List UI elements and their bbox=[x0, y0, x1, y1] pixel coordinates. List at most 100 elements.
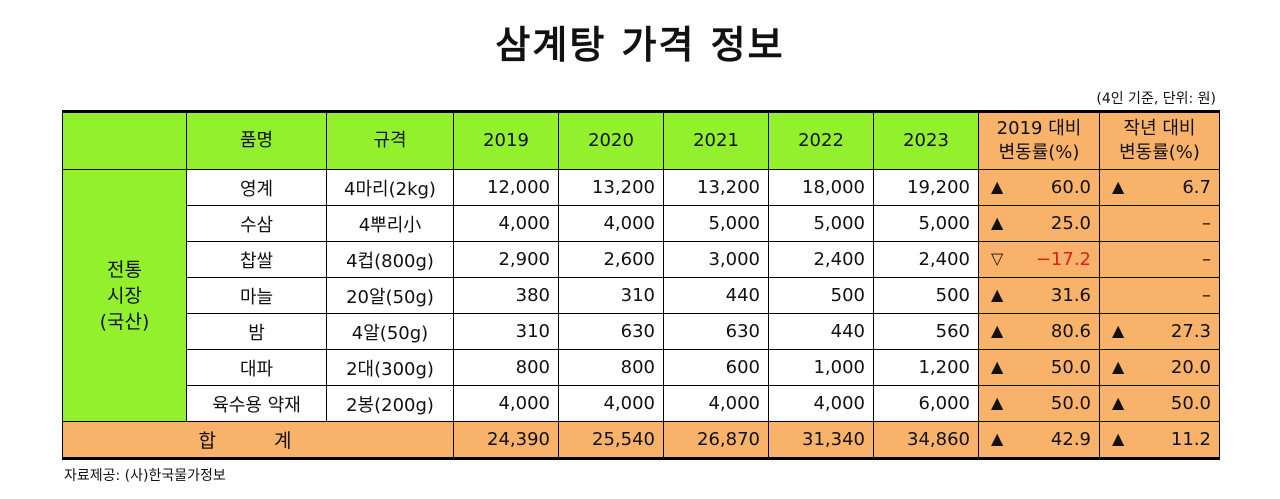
price-2023: 6,000 bbox=[873, 385, 979, 422]
change-vs-2019-value: −17.2 bbox=[1035, 249, 1091, 270]
change-vs-prev-year-cell: – bbox=[1099, 205, 1220, 242]
item-name: 대파 bbox=[186, 349, 327, 386]
up-triangle-icon: ▲ bbox=[991, 285, 1004, 304]
item-name: 찹쌀 bbox=[186, 241, 327, 278]
price-2020: 4,000 bbox=[558, 205, 664, 242]
change-vs-prev-year-value: – bbox=[1202, 285, 1211, 306]
header-change-vs-prev-line2: 변동률(%) bbox=[1119, 142, 1200, 163]
price-2021: 630 bbox=[663, 313, 769, 350]
price-2021: 440 bbox=[663, 277, 769, 314]
header-2019: 2019 bbox=[453, 111, 559, 170]
header-change-vs-2019-line2: 변동률(%) bbox=[998, 142, 1080, 163]
item-spec: 20알(50g) bbox=[326, 277, 454, 314]
item-spec: 2봉(200g) bbox=[326, 385, 454, 422]
change-vs-2019-value: 80.6 bbox=[1050, 321, 1091, 342]
total-row: 합 계 24,390 25,540 26,870 31,340 34,860 ▲ 42.9 ▲ 1… bbox=[62, 421, 1220, 459]
price-2020: 630 bbox=[558, 313, 664, 350]
header-change-vs-prev-line1: 작년 대비 bbox=[1123, 118, 1196, 139]
table-header-row: 품명 규격 2019 2020 2021 2022 2023 2019 대비 변… bbox=[62, 111, 1220, 170]
change-vs-prev-year-value: – bbox=[1202, 213, 1211, 234]
total-2022: 31,340 bbox=[768, 421, 874, 459]
price-2022: 5,000 bbox=[768, 205, 874, 242]
up-triangle-icon: ▲ bbox=[991, 429, 1004, 448]
price-2020: 310 bbox=[558, 277, 664, 314]
up-triangle-icon: ▲ bbox=[991, 321, 1004, 340]
price-2019: 2,900 bbox=[453, 241, 559, 278]
table-row: 밤 4알(50g) 310 630 630 440 560 ▲ 80.6 ▲ 27.3 bbox=[63, 313, 1220, 350]
header-item: 품명 bbox=[186, 111, 327, 170]
up-triangle-icon: ▲ bbox=[991, 213, 1004, 232]
unit-note: (4인 기준, 단위: 원) bbox=[1096, 91, 1216, 107]
total-label: 합 계 bbox=[62, 421, 454, 459]
header-change-vs-prev-year: 작년 대비 변동률(%) bbox=[1099, 111, 1220, 170]
price-2020: 4,000 bbox=[558, 385, 664, 422]
price-2020: 800 bbox=[558, 349, 664, 386]
change-vs-2019-value: 50.0 bbox=[1050, 357, 1091, 378]
price-2023: 19,200 bbox=[873, 169, 979, 206]
up-triangle-icon: ▲ bbox=[991, 357, 1004, 376]
header-2021: 2021 bbox=[663, 111, 769, 170]
up-triangle-icon: ▲ bbox=[1112, 357, 1125, 376]
up-triangle-icon: ▲ bbox=[1112, 321, 1125, 340]
price-2019: 12,000 bbox=[453, 169, 559, 206]
price-2022: 440 bbox=[768, 313, 874, 350]
category-line2: 시장 bbox=[107, 284, 142, 307]
item-name: 수삼 bbox=[186, 205, 327, 242]
total-change-vs-2019-value: 42.9 bbox=[1050, 429, 1091, 450]
price-2020: 2,600 bbox=[558, 241, 664, 278]
price-2021: 5,000 bbox=[663, 205, 769, 242]
total-2019: 24,390 bbox=[453, 421, 559, 459]
price-2019: 4,000 bbox=[453, 385, 559, 422]
table-row: 마늘 20알(50g) 380 310 440 500 500 ▲ 31.6– bbox=[63, 277, 1220, 314]
price-2019: 800 bbox=[453, 349, 559, 386]
up-triangle-icon: ▲ bbox=[1112, 393, 1125, 412]
price-2019: 310 bbox=[453, 313, 559, 350]
price-2023: 2,400 bbox=[873, 241, 979, 278]
total-change-vs-2019-cell: ▲ 42.9 bbox=[978, 421, 1100, 459]
change-vs-prev-year-cell: ▲ 27.3 bbox=[1099, 313, 1220, 350]
up-triangle-icon: ▲ bbox=[1112, 429, 1125, 448]
down-triangle-icon: ▽ bbox=[991, 249, 1004, 268]
header-2023: 2023 bbox=[873, 111, 979, 170]
price-2023: 500 bbox=[873, 277, 979, 314]
price-2022: 18,000 bbox=[768, 169, 874, 206]
price-2020: 13,200 bbox=[558, 169, 664, 206]
item-name: 마늘 bbox=[186, 277, 327, 314]
up-triangle-icon: ▲ bbox=[991, 393, 1004, 412]
change-vs-2019-cell: ▽ −17.2 bbox=[978, 241, 1100, 278]
change-vs-2019-cell: ▲ 60.0 bbox=[978, 169, 1100, 206]
item-name: 육수용 약재 bbox=[186, 385, 327, 422]
table-row: 대파 2대(300g) 800 800 600 1,000 1,200 ▲ 50.0 ▲ 20.0 bbox=[63, 349, 1220, 386]
item-name: 영계 bbox=[186, 169, 327, 206]
category-line3: (국산) bbox=[99, 310, 150, 333]
change-vs-prev-year-cell: ▲ 20.0 bbox=[1099, 349, 1220, 386]
price-2021: 600 bbox=[663, 349, 769, 386]
up-triangle-icon: ▲ bbox=[1112, 177, 1125, 196]
change-vs-prev-year-value: 27.3 bbox=[1170, 321, 1211, 342]
price-2022: 2,400 bbox=[768, 241, 874, 278]
header-2022: 2022 bbox=[768, 111, 874, 170]
header-spec: 규격 bbox=[326, 111, 454, 170]
change-vs-prev-year-cell: – bbox=[1099, 277, 1220, 314]
change-vs-prev-year-cell: – bbox=[1099, 241, 1220, 278]
change-vs-prev-year-value: – bbox=[1202, 249, 1211, 270]
price-2021: 3,000 bbox=[663, 241, 769, 278]
item-name: 밤 bbox=[186, 313, 327, 350]
change-vs-2019-cell: ▲ 25.0 bbox=[978, 205, 1100, 242]
total-2021: 26,870 bbox=[663, 421, 769, 459]
change-vs-prev-year-value: 6.7 bbox=[1182, 177, 1211, 198]
price-2023: 1,200 bbox=[873, 349, 979, 386]
category-cell: 전통 시장 (국산) bbox=[62, 169, 187, 422]
price-2022: 1,000 bbox=[768, 349, 874, 386]
page-title: 삼계탕 가격 정보 bbox=[495, 23, 785, 67]
change-vs-prev-year-cell: ▲ 50.0 bbox=[1099, 385, 1220, 422]
price-2019: 4,000 bbox=[453, 205, 559, 242]
item-spec: 4뿌리小 bbox=[326, 205, 454, 242]
header-2020: 2020 bbox=[558, 111, 664, 170]
price-2022: 500 bbox=[768, 277, 874, 314]
table-row: 육수용 약재 2봉(200g) 4,000 4,000 4,000 4,000 6,000 ▲… bbox=[63, 385, 1220, 422]
table-row: 전통 시장 (국산) 영계 4마리(2kg) 12,000 13,200 13,200 18,0… bbox=[62, 169, 1220, 422]
total-change-vs-prev-year-value: 11.2 bbox=[1170, 429, 1211, 450]
price-2021: 4,000 bbox=[663, 385, 769, 422]
item-spec: 4알(50g) bbox=[326, 313, 454, 350]
